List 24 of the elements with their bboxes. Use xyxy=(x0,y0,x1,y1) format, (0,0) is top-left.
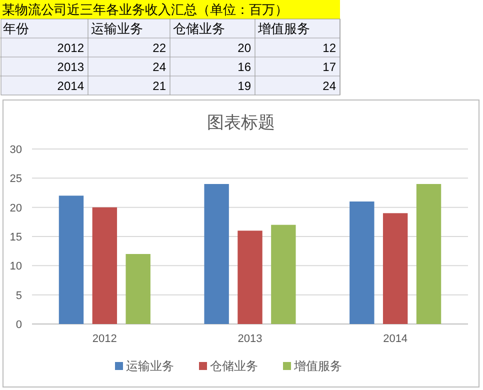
y-tick-label: 30 xyxy=(10,144,22,156)
bar xyxy=(416,184,442,324)
y-tick-label: 20 xyxy=(10,202,22,214)
y-tick-label: 25 xyxy=(10,173,22,186)
bar xyxy=(350,202,374,324)
bar xyxy=(92,207,118,324)
x-tick-label: 2014 xyxy=(383,333,408,345)
legend-label: 仓储业务 xyxy=(210,359,258,373)
y-tick-label: 5 xyxy=(16,290,22,302)
y-tick-label: 15 xyxy=(10,232,22,244)
legend-label: 增值服务 xyxy=(293,359,342,373)
bar xyxy=(126,254,150,324)
y-tick-label: 10 xyxy=(10,260,22,273)
x-tick-label: 2012 xyxy=(92,333,117,345)
bar xyxy=(238,230,262,324)
bar xyxy=(58,196,84,324)
chart-title: 图表标题 xyxy=(207,113,275,132)
table: 某物流公司近三年各业务收入汇总（单位：百万） 年份 运输业务 仓储业务 增值服务 2012 22 20 12 2013 24 16 17 2014 21 19 24 xyxy=(0,0,340,96)
x-tick-label: 2013 xyxy=(238,333,262,345)
bar xyxy=(204,184,229,324)
bar xyxy=(382,213,408,324)
legend-label: 运输业务 xyxy=(126,359,174,373)
y-tick-label: 0 xyxy=(16,319,22,331)
bar xyxy=(271,224,296,324)
